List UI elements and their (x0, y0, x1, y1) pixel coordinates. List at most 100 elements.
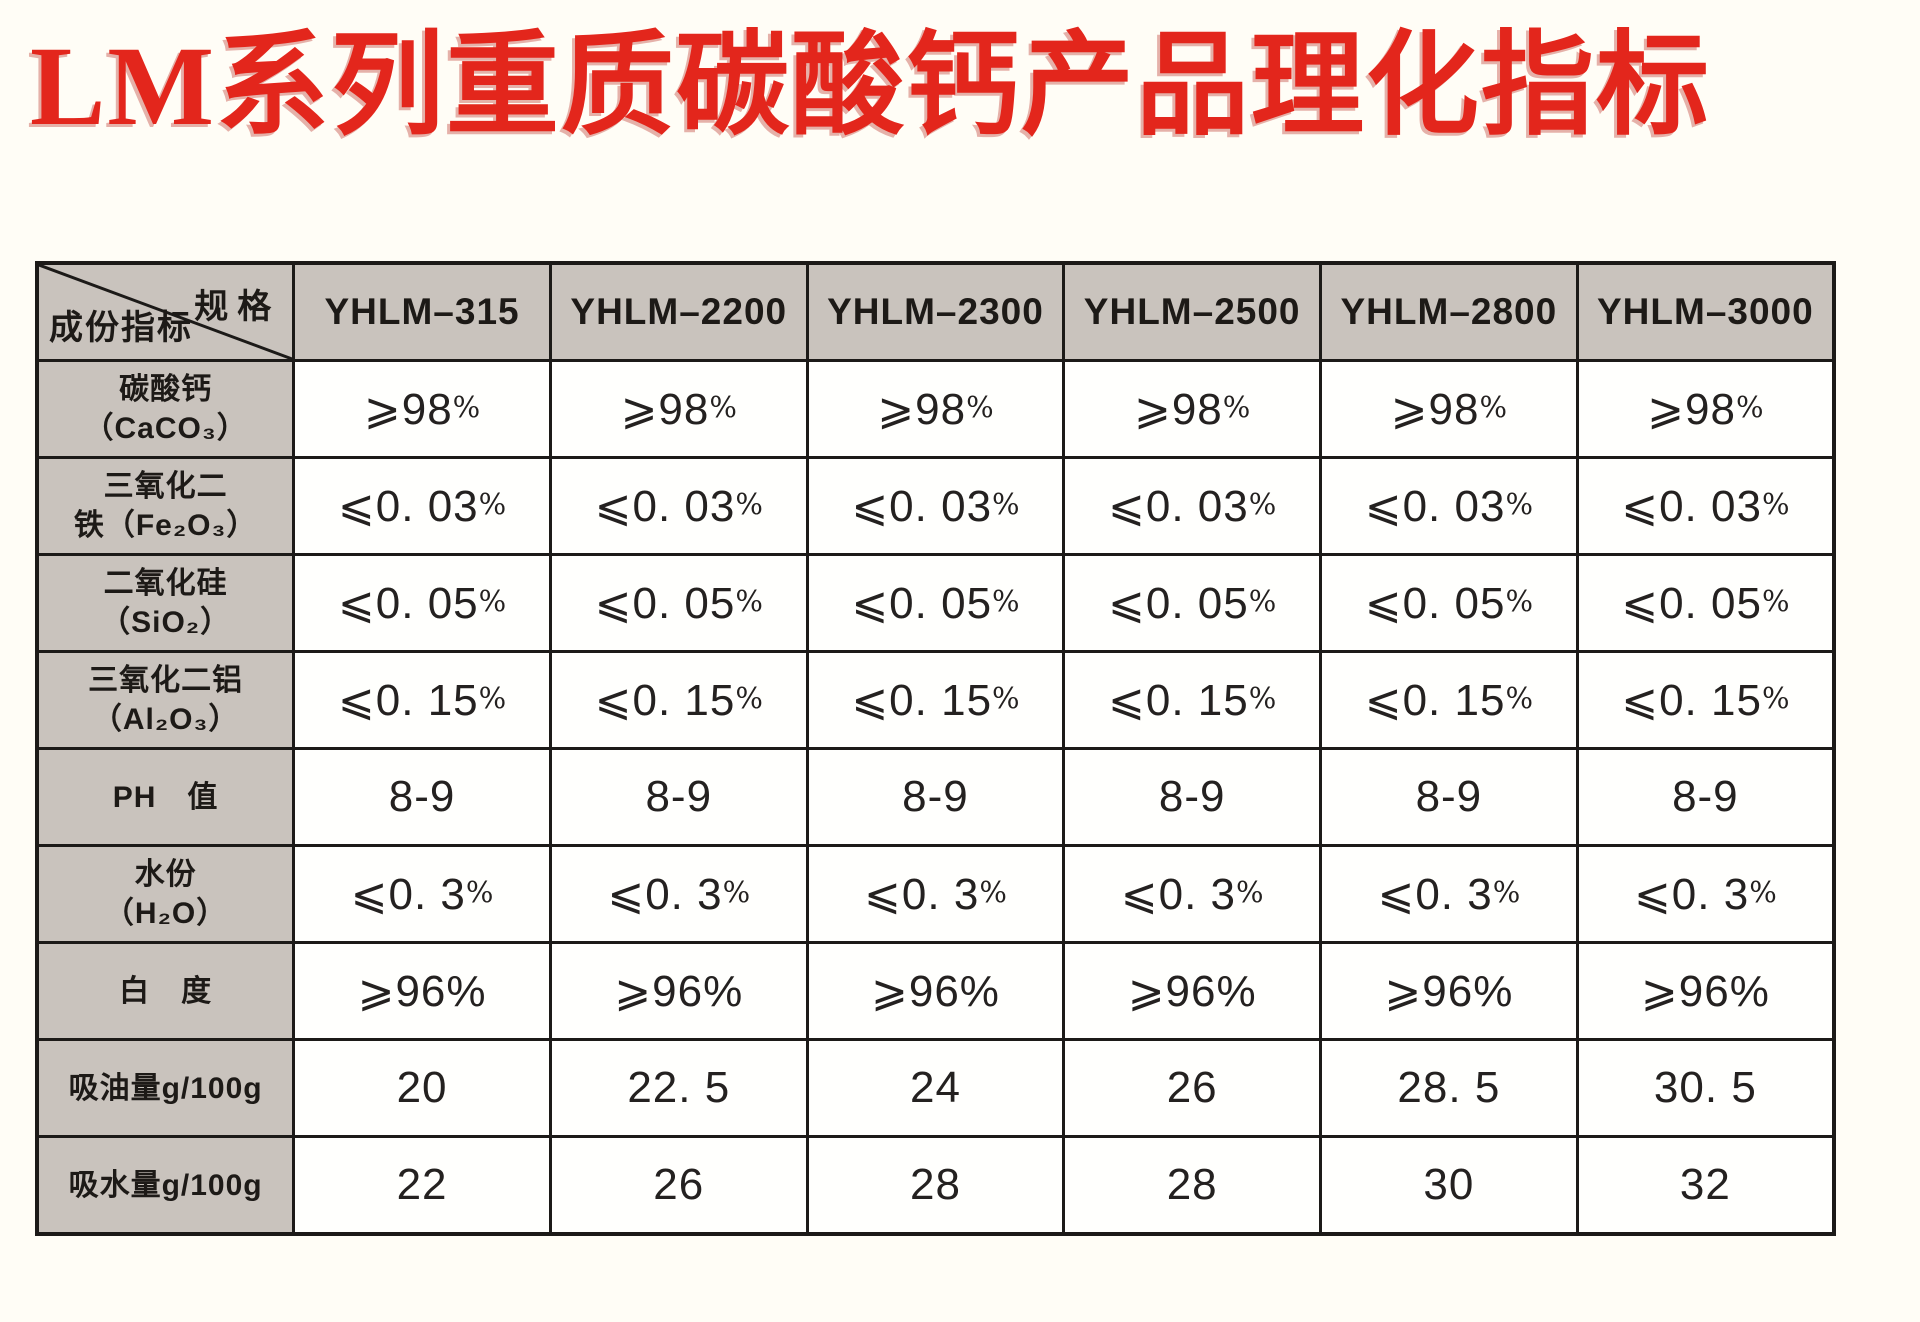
table-row: PH 值 8-9 8-9 8-9 8-9 8-9 8-9 (35, 747, 1836, 847)
percent-sign: % (1761, 680, 1790, 715)
percent-sign: % (1222, 389, 1251, 424)
corner-cell: 规格 成份指标 (35, 261, 296, 362)
value-cell: ⩽0. 05% (548, 553, 809, 653)
percent-sign: % (722, 874, 751, 909)
percent-sign: % (966, 389, 994, 424)
value-cell: 28. 5 (1319, 1038, 1579, 1138)
table-row: 水份 （H₂O） ⩽0. 3% ⩽0. 3% ⩽0. 3% ⩽0. 3% ⩽0. 3% ⩽0… (35, 844, 1836, 944)
value-cell: 32 (1575, 1135, 1836, 1236)
percent-sign: % (992, 680, 1020, 715)
percent-sign: % (1248, 680, 1277, 715)
value-cell: ⩽0. 15% (1575, 650, 1836, 750)
value-cell: ⩽0. 3% (1575, 844, 1836, 944)
row-label: 水份 （H₂O） (35, 844, 296, 944)
column-header: YHLM–2500 (1062, 261, 1323, 362)
value-cell: ⩾98% (548, 359, 809, 459)
row-label: 二氧化硅 （SiO₂） (35, 553, 296, 653)
percent-sign: % (452, 389, 481, 424)
value-cell: ⩽0. 3% (805, 844, 1066, 944)
table-row: 白 度 ⩾96% ⩾96% ⩾96% ⩾96% ⩾96% ⩾96% (35, 941, 1836, 1041)
percent-sign: % (1761, 583, 1790, 618)
value-cell: ⩽0. 03% (548, 456, 809, 556)
percent-sign: % (1761, 486, 1790, 521)
percent-sign: % (1479, 389, 1508, 424)
value-cell: ⩽0. 05% (1575, 553, 1836, 653)
value-cell: ⩽0. 15% (805, 650, 1066, 750)
value-cell: 26 (1062, 1038, 1323, 1138)
percent-sign: % (735, 680, 763, 715)
percent-sign: % (1248, 583, 1277, 618)
value-cell: ⩽0. 15% (292, 650, 552, 750)
value-cell: ⩽0. 05% (805, 553, 1066, 653)
percent-sign: % (992, 486, 1020, 521)
percent-sign: % (1505, 583, 1534, 618)
table-row: 吸油量g/100g 20 22. 5 24 26 28. 5 30. 5 (35, 1038, 1836, 1138)
percent-sign: % (478, 583, 507, 618)
percent-sign: % (1236, 874, 1264, 909)
value-cell: ⩽0. 3% (1062, 844, 1323, 944)
percent-sign: % (709, 389, 737, 424)
corner-composition-label: 成份指标 (49, 309, 193, 347)
value-cell: ⩾96% (805, 941, 1066, 1041)
value-cell: ⩾96% (1575, 941, 1836, 1041)
value-cell: 8-9 (548, 747, 809, 847)
value-cell: ⩽0. 03% (1575, 456, 1836, 556)
percent-sign: % (478, 680, 507, 715)
value-cell: ⩾98% (1319, 359, 1579, 459)
value-cell: ⩾98% (1062, 359, 1323, 459)
value-cell: ⩾96% (1062, 941, 1323, 1041)
column-header: YHLM–315 (292, 261, 552, 362)
value-cell: ⩽0. 03% (292, 456, 552, 556)
value-cell: ⩽0. 15% (1319, 650, 1579, 750)
value-cell: ⩽0. 05% (1319, 553, 1579, 653)
value-cell: ⩽0. 05% (1062, 553, 1323, 653)
value-cell: 22. 5 (548, 1038, 809, 1138)
value-cell: 8-9 (292, 747, 552, 847)
value-cell: 8-9 (1319, 747, 1579, 847)
percent-sign: % (478, 486, 507, 521)
percent-sign: % (1735, 389, 1764, 424)
value-cell: 30. 5 (1575, 1038, 1836, 1138)
table-row: 三氧化二 铁（Fe₂O₃） ⩽0. 03% ⩽0. 03% ⩽0. 03% ⩽0. 03… (35, 456, 1836, 556)
percent-sign: % (1505, 680, 1534, 715)
spec-table: 规格 成份指标 YHLM–315 YHLM–2200 YHLM–2300 YHLM–2… (35, 261, 1836, 1236)
row-label: 三氧化二铝 （Al₂O₃） (35, 650, 296, 750)
percent-sign: % (1492, 874, 1521, 909)
value-cell: ⩽0. 3% (292, 844, 552, 944)
percent-sign: % (1505, 486, 1534, 521)
row-label: PH 值 (35, 747, 296, 847)
table-row: 碳酸钙 （CaCO₃） ⩾98% ⩾98% ⩾98% ⩾98% ⩾98% ⩾98% (35, 359, 1836, 459)
value-cell: 24 (805, 1038, 1066, 1138)
value-cell: ⩽0. 3% (548, 844, 809, 944)
row-label: 吸水量g/100g (35, 1135, 296, 1236)
value-cell: ⩽0. 03% (805, 456, 1066, 556)
row-label: 三氧化二 铁（Fe₂O₃） (35, 456, 296, 556)
percent-sign: % (735, 583, 763, 618)
percent-sign: % (1248, 486, 1277, 521)
header-row: 规格 成份指标 YHLM–315 YHLM–2200 YHLM–2300 YHLM–2… (35, 261, 1836, 362)
value-cell: 8-9 (1575, 747, 1836, 847)
column-header: YHLM–2800 (1319, 261, 1579, 362)
percent-sign: % (465, 874, 494, 909)
corner-spec-label: 规格 (194, 288, 281, 326)
column-header: YHLM–2300 (805, 261, 1066, 362)
row-label: 白 度 (35, 941, 296, 1041)
value-cell: ⩾96% (292, 941, 552, 1041)
value-cell: ⩽0. 03% (1062, 456, 1323, 556)
value-cell: ⩾98% (805, 359, 1066, 459)
value-cell: ⩾98% (1575, 359, 1836, 459)
value-cell: 26 (548, 1135, 809, 1236)
row-label: 吸油量g/100g (35, 1038, 296, 1138)
value-cell: 28 (805, 1135, 1066, 1236)
column-header: YHLM–3000 (1575, 261, 1836, 362)
percent-sign: % (1749, 874, 1777, 909)
percent-sign: % (979, 874, 1007, 909)
value-cell: ⩽0. 05% (292, 553, 552, 653)
value-cell: ⩽0. 3% (1319, 844, 1579, 944)
value-cell: 8-9 (805, 747, 1066, 847)
percent-sign: % (735, 486, 763, 521)
value-cell: ⩾98% (292, 359, 552, 459)
diagonal-line-icon (39, 265, 292, 359)
column-header: YHLM–2200 (548, 261, 809, 362)
page-title: LM系列重质碳酸钙产品理化指标 (30, 24, 1712, 149)
